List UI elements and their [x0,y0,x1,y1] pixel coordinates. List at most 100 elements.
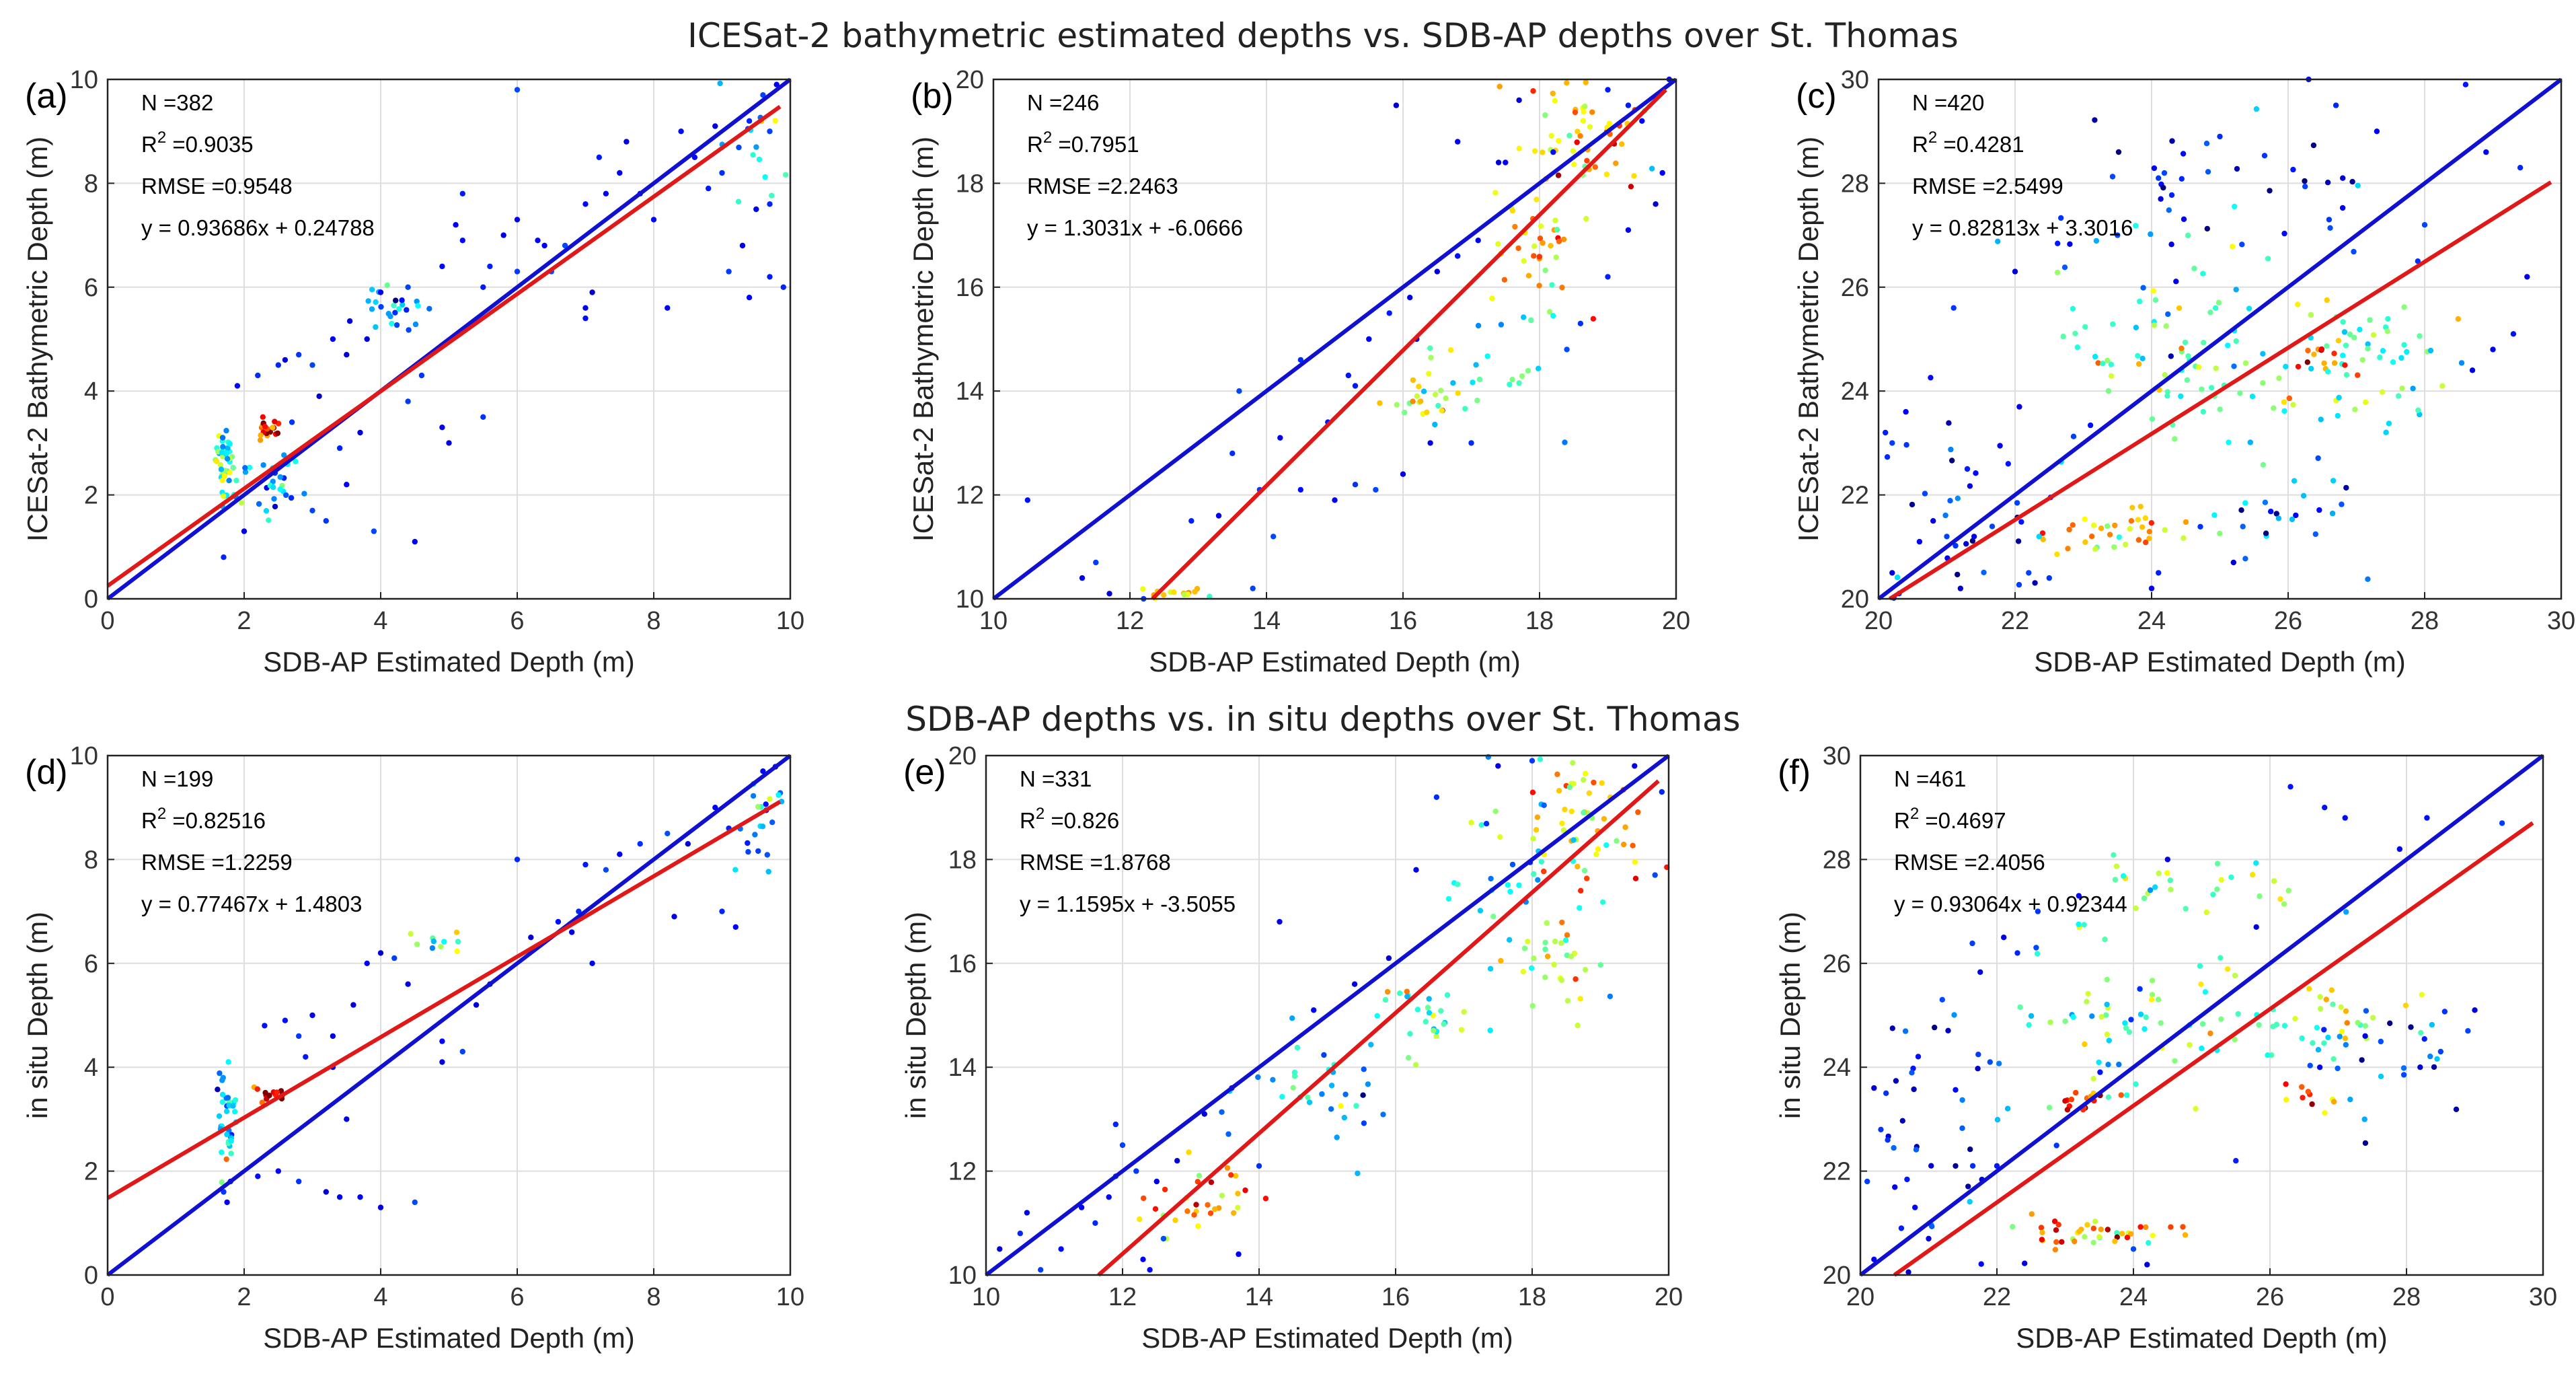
data-point [1334,1134,1340,1140]
data-point [256,501,262,507]
data-point [1969,1163,1976,1169]
data-point [2095,360,2101,366]
data-point [1495,763,1501,769]
data-point [344,482,350,488]
data-point [223,1156,229,1163]
data-point [2226,439,2232,445]
data-point [2285,887,2291,894]
data-point [623,139,630,145]
data-point [2073,1089,2079,1096]
data-point [2238,507,2244,513]
data-point [228,1138,234,1144]
data-point [2308,312,2314,318]
data-point [2097,1069,2103,1075]
data-point [1404,993,1410,1000]
stat-equation: y = 1.3031x + -6.0666 [1027,215,1243,240]
x-tick-label: 8 [646,607,660,635]
data-point [2344,1020,2350,1026]
data-point [2417,1064,2423,1070]
data-point [746,118,753,124]
data-point [2317,994,2323,1000]
data-point [2200,408,2206,415]
data-point [650,217,657,223]
data-point [1541,802,1547,809]
data-point [1224,1165,1231,1171]
data-point [219,1099,225,1105]
data-point [2180,1224,2186,1230]
data-point [2203,909,2209,916]
data-point [336,1194,343,1200]
x-tick-label: 24 [2137,607,2166,635]
data-point [2359,1057,2365,1063]
data-point [726,268,732,275]
y-tick-label: 20 [948,742,977,770]
data-point [2139,524,2146,530]
data-point [1601,815,1607,822]
data-point [396,306,402,312]
data-point [719,170,725,176]
data-point [1414,1007,1421,1013]
data-point [2104,1001,2110,1008]
data-point [1414,393,1420,399]
data-point [2362,1033,2368,1040]
data-point [2181,535,2187,541]
data-point [1352,482,1359,488]
data-point [480,284,486,290]
data-point [1205,1202,1211,1208]
data-point [2472,1007,2478,1013]
data-point [1583,215,1589,222]
data-point [2302,184,2308,190]
data-point [323,1189,329,1195]
data-point [772,118,778,124]
data-point [1922,490,1928,497]
data-point [2108,361,2115,367]
data-point [2133,905,2139,912]
data-point [2127,525,2133,532]
data-point [1454,881,1461,887]
data-point [2199,1046,2205,1052]
data-point [2295,363,2302,370]
data-point [439,1038,445,1044]
data-point [1533,196,1540,203]
data-point [1996,1060,2002,1066]
data-point [2421,1036,2427,1042]
data-point [1889,1025,1895,1031]
data-point [1944,534,1950,540]
y-tick-label: 6 [84,274,98,302]
data-point [1546,309,1553,315]
data-point [2150,288,2157,294]
data-point [2108,373,2115,379]
data-point [2184,377,2191,383]
stat-r2-value: =0.82516 [166,808,266,833]
data-point [1953,1163,1959,1169]
data-point [2275,515,2282,521]
data-point [2217,406,2223,412]
data-point [1024,1210,1030,1216]
data-point [755,848,761,854]
data-point [745,840,751,846]
y-tick-label: 20 [1841,585,1869,614]
data-point [2421,222,2428,228]
data-point [1458,1027,1465,1033]
data-point [1277,918,1283,925]
data-point [2120,873,2127,879]
data-point [2276,375,2282,381]
data-point [2417,333,2423,339]
data-point [1516,882,1522,888]
data-point [233,478,239,484]
data-point [282,357,289,363]
title-top: ICESat-2 bathymetric estimated depths vs… [687,16,1959,55]
data-point [1438,1008,1444,1014]
panel-c: 20 22 24 26 28 30 20 22 24 26 28 30 SDB-AP Estimated… [1792,66,2575,678]
data-point [1599,780,1605,787]
data-point [2271,405,2277,411]
data-point [1542,267,1548,274]
data-point [2090,1225,2096,1232]
panel-f: 20 22 24 26 28 30 20 22 24 26 28 30 SDB-AP Estimated… [1774,742,2557,1354]
data-point [1926,1235,1932,1242]
data-point [1235,1190,1241,1197]
data-point [2113,863,2120,869]
data-point [1575,129,1581,135]
data-point [1256,1163,1262,1169]
data-point [2499,820,2505,826]
